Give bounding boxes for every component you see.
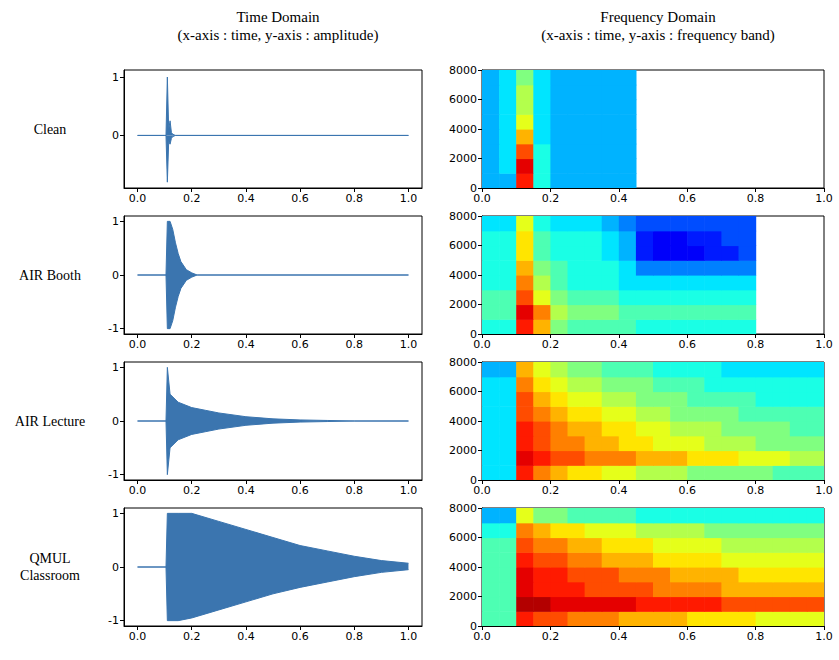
svg-text:0: 0 xyxy=(470,473,477,487)
svg-text:2000: 2000 xyxy=(449,152,477,165)
svg-text:4000: 4000 xyxy=(449,561,477,574)
svg-text:1: 1 xyxy=(112,215,119,228)
svg-text:1.0: 1.0 xyxy=(815,630,833,643)
svg-text:0.4: 0.4 xyxy=(610,192,628,205)
svg-text:6000: 6000 xyxy=(449,93,477,106)
svg-text:8000: 8000 xyxy=(449,64,477,77)
svg-text:1.0: 1.0 xyxy=(400,192,418,205)
svg-text:(x-axis : time, y-axis : frequ: (x-axis : time, y-axis : frequency band) xyxy=(541,27,775,44)
svg-text:0.4: 0.4 xyxy=(610,630,628,643)
svg-text:0.4: 0.4 xyxy=(237,192,255,205)
svg-text:2000: 2000 xyxy=(449,298,477,311)
svg-text:1.0: 1.0 xyxy=(400,630,418,643)
svg-text:0.0: 0.0 xyxy=(473,630,491,643)
svg-text:0.0: 0.0 xyxy=(129,630,147,643)
svg-text:Time Domain: Time Domain xyxy=(236,9,320,25)
svg-text:0: 0 xyxy=(112,129,119,142)
svg-text:0: 0 xyxy=(470,181,477,195)
svg-text:0.6: 0.6 xyxy=(678,192,696,205)
svg-text:0.8: 0.8 xyxy=(747,630,765,643)
svg-text:-1: -1 xyxy=(108,468,119,481)
svg-text:0.2: 0.2 xyxy=(542,484,560,497)
svg-text:0.6: 0.6 xyxy=(291,484,309,497)
svg-text:0.0: 0.0 xyxy=(473,484,491,497)
svg-text:4000: 4000 xyxy=(449,269,477,282)
svg-text:0.6: 0.6 xyxy=(291,192,309,205)
svg-text:0.4: 0.4 xyxy=(237,338,255,351)
svg-text:0.2: 0.2 xyxy=(542,192,560,205)
svg-text:0.8: 0.8 xyxy=(346,630,364,643)
svg-text:1.0: 1.0 xyxy=(400,484,418,497)
svg-text:0.8: 0.8 xyxy=(747,338,765,351)
svg-text:0.4: 0.4 xyxy=(610,484,628,497)
svg-text:0.6: 0.6 xyxy=(291,338,309,351)
svg-text:Clean: Clean xyxy=(34,122,67,137)
svg-text:0.0: 0.0 xyxy=(129,192,147,205)
svg-text:0.4: 0.4 xyxy=(237,484,255,497)
svg-text:2000: 2000 xyxy=(449,444,477,457)
svg-text:0.2: 0.2 xyxy=(183,484,201,497)
svg-text:2000: 2000 xyxy=(449,590,477,603)
svg-text:0.8: 0.8 xyxy=(747,484,765,497)
svg-text:QMUL: QMUL xyxy=(29,551,70,566)
svg-text:-1: -1 xyxy=(108,614,119,627)
svg-text:0.0: 0.0 xyxy=(129,484,147,497)
svg-text:1.0: 1.0 xyxy=(815,192,833,205)
svg-text:0: 0 xyxy=(470,619,477,633)
svg-text:8000: 8000 xyxy=(449,356,477,369)
svg-text:0.2: 0.2 xyxy=(542,630,560,643)
svg-text:AIR Booth: AIR Booth xyxy=(19,268,81,283)
svg-text:0.0: 0.0 xyxy=(473,192,491,205)
svg-text:0.0: 0.0 xyxy=(473,338,491,351)
svg-text:0.6: 0.6 xyxy=(678,630,696,643)
svg-text:0.4: 0.4 xyxy=(610,338,628,351)
svg-text:0: 0 xyxy=(470,327,477,341)
svg-text:0.6: 0.6 xyxy=(291,630,309,643)
svg-text:4000: 4000 xyxy=(449,123,477,136)
svg-text:8000: 8000 xyxy=(449,502,477,515)
svg-text:0.4: 0.4 xyxy=(237,630,255,643)
svg-text:0.2: 0.2 xyxy=(183,192,201,205)
svg-text:0: 0 xyxy=(112,269,119,282)
svg-text:4000: 4000 xyxy=(449,415,477,428)
svg-text:0.0: 0.0 xyxy=(129,338,147,351)
svg-text:0.8: 0.8 xyxy=(346,484,364,497)
svg-text:0.8: 0.8 xyxy=(346,192,364,205)
svg-text:1.0: 1.0 xyxy=(400,338,418,351)
svg-text:AIR Lecture: AIR Lecture xyxy=(15,414,85,429)
svg-text:6000: 6000 xyxy=(449,239,477,252)
svg-text:0.8: 0.8 xyxy=(747,192,765,205)
svg-text:0: 0 xyxy=(112,561,119,574)
svg-text:0.8: 0.8 xyxy=(346,338,364,351)
svg-text:1: 1 xyxy=(112,507,119,520)
svg-text:0.2: 0.2 xyxy=(183,630,201,643)
svg-text:0.2: 0.2 xyxy=(183,338,201,351)
svg-text:Classroom: Classroom xyxy=(20,568,80,583)
svg-text:1: 1 xyxy=(112,361,119,374)
svg-text:Frequency Domain: Frequency Domain xyxy=(600,9,716,25)
svg-text:1.0: 1.0 xyxy=(815,484,833,497)
svg-text:(x-axis : time, y-axis : ampli: (x-axis : time, y-axis : amplitude) xyxy=(178,27,379,44)
svg-text:1.0: 1.0 xyxy=(815,338,833,351)
svg-text:8000: 8000 xyxy=(449,210,477,223)
svg-text:0.2: 0.2 xyxy=(542,338,560,351)
svg-text:1: 1 xyxy=(112,71,119,84)
svg-text:6000: 6000 xyxy=(449,385,477,398)
svg-text:0.6: 0.6 xyxy=(678,484,696,497)
svg-text:0.6: 0.6 xyxy=(678,338,696,351)
svg-text:-1: -1 xyxy=(108,322,119,335)
svg-text:6000: 6000 xyxy=(449,531,477,544)
svg-text:0: 0 xyxy=(112,415,119,428)
